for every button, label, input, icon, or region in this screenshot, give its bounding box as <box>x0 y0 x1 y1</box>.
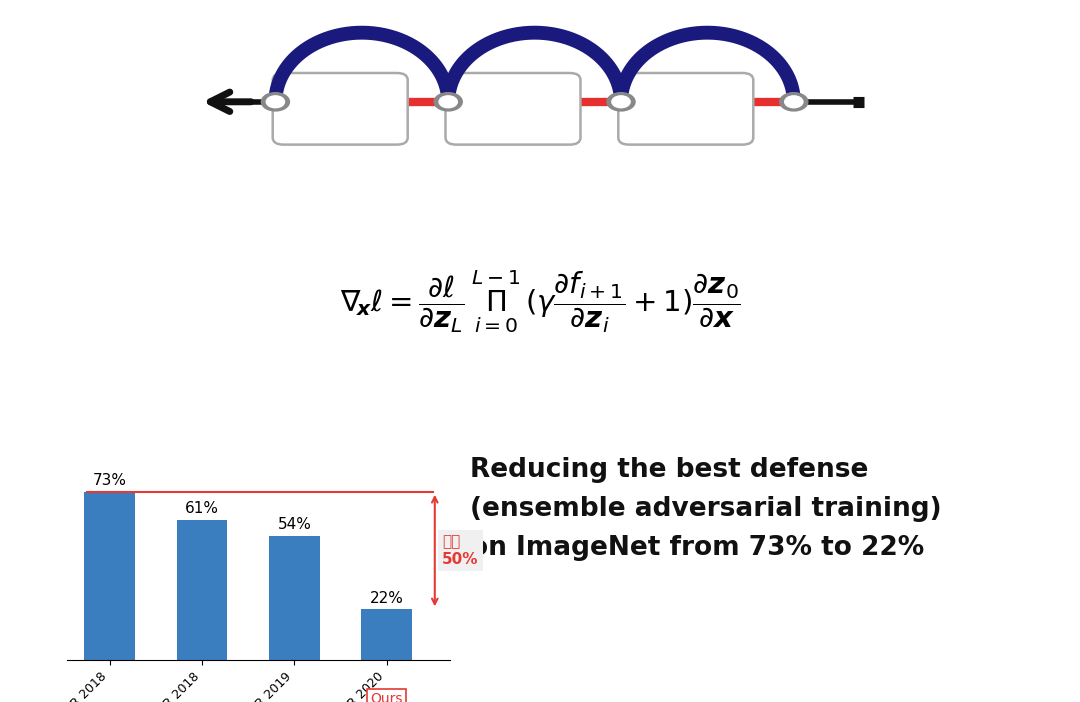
FancyBboxPatch shape <box>446 73 581 145</box>
Text: 22%: 22% <box>369 591 404 606</box>
Text: 54%: 54% <box>278 517 311 532</box>
Circle shape <box>440 96 457 107</box>
Circle shape <box>785 96 802 107</box>
FancyBboxPatch shape <box>618 73 754 145</box>
Circle shape <box>261 93 289 111</box>
Bar <box>269 536 320 660</box>
Circle shape <box>267 96 284 107</box>
Bar <box>177 519 228 660</box>
Text: Reducing the best defense
(ensemble adversarial training)
on ImageNet from 73% t: Reducing the best defense (ensemble adve… <box>470 457 942 561</box>
Circle shape <box>434 93 462 111</box>
Circle shape <box>607 93 635 111</box>
Circle shape <box>780 93 808 111</box>
Text: $\nabla_{\!\boldsymbol{x}}\ell = \dfrac{\partial \ell}{\partial \boldsymbol{z}_L: $\nabla_{\!\boldsymbol{x}}\ell = \dfrac{… <box>339 269 741 335</box>
Bar <box>362 609 413 660</box>
Text: 73%: 73% <box>93 473 126 489</box>
Circle shape <box>612 96 630 107</box>
Text: 直降
50%: 直降 50% <box>442 534 478 567</box>
Bar <box>84 492 135 660</box>
Text: 61%: 61% <box>185 501 219 516</box>
Text: Ours: Ours <box>370 692 403 702</box>
FancyBboxPatch shape <box>272 73 408 145</box>
